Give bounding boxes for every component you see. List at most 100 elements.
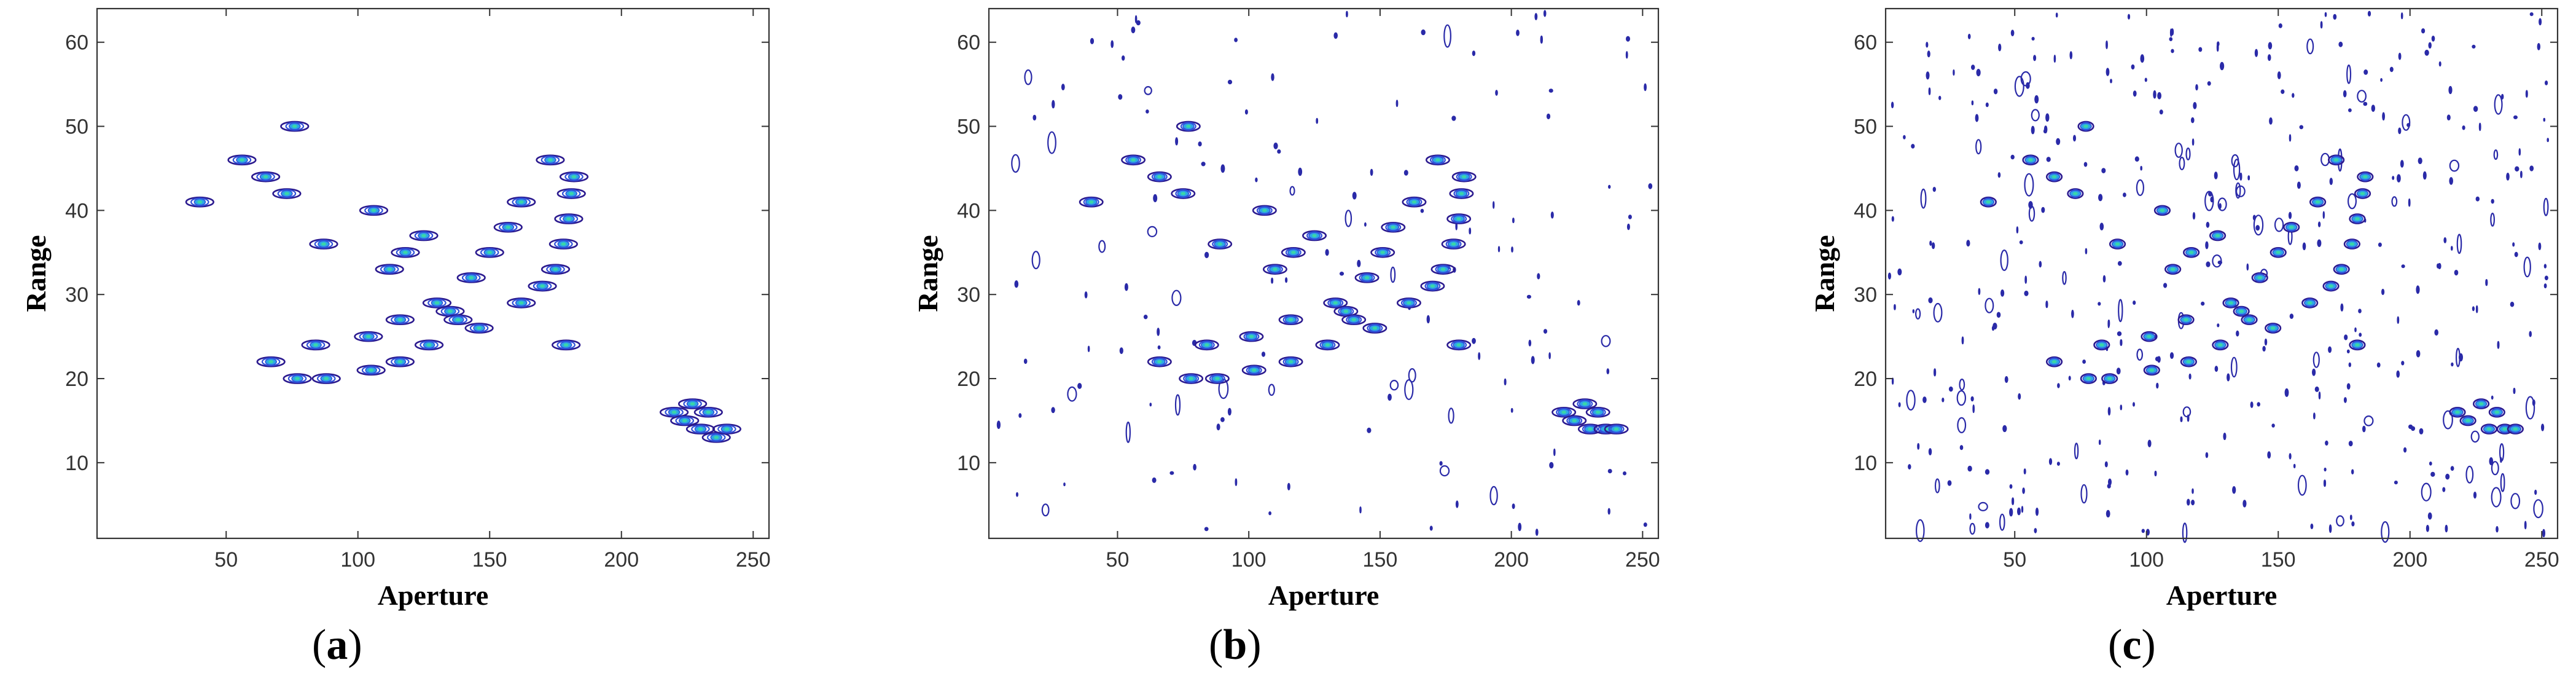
noise-speckle [2491, 199, 2494, 204]
noise-speckle [1333, 32, 1338, 39]
noise-speckle [1497, 246, 1501, 253]
noise-speckle [2380, 78, 2383, 82]
chart-c-svg: 50 100 150 200 250 10 20 30 40 50 60 Aperture Range [1809, 7, 2559, 611]
y-axis-label: Range [1809, 235, 1840, 312]
noise-speckle [1204, 527, 1209, 532]
noise-speckle [2324, 12, 2327, 17]
target-point [1451, 171, 1477, 183]
target-point [552, 339, 581, 351]
noise-speckle [1932, 187, 1936, 192]
noise-speckle [2157, 92, 2161, 100]
noise-speckle [2400, 12, 2403, 20]
noise-speckle [2443, 410, 2453, 430]
x-tick-label: 250 [1625, 548, 1660, 572]
target-point [2101, 373, 2118, 384]
target-point [2357, 171, 2374, 183]
noise-speckle [2428, 42, 2432, 49]
noise-speckle [1024, 69, 1032, 85]
noise-speckle [1077, 383, 1082, 389]
noise-speckle [2513, 387, 2516, 395]
noise-speckle [2543, 264, 2547, 269]
noise-speckle [2491, 395, 2494, 400]
noise-speckle [2340, 303, 2344, 312]
noise-speckle [1090, 37, 1095, 45]
x-tick-label: 100 [340, 548, 375, 572]
noise-speckle [1388, 393, 1392, 401]
noise-speckle [1518, 522, 1522, 532]
noise-speckle [1147, 226, 1158, 237]
noise-speckle [1131, 26, 1136, 34]
noise-speckle [1625, 51, 1628, 59]
target-point [1204, 373, 1230, 384]
target-point [359, 205, 389, 216]
noise-speckle [2324, 467, 2327, 472]
noise-speckle [2363, 101, 2368, 106]
noise-speckle [1985, 102, 1989, 108]
target-point [1278, 314, 1303, 326]
target-point [1239, 331, 1264, 342]
target-point [2022, 154, 2039, 166]
noise-speckle [2125, 469, 2129, 476]
noise-speckle [1511, 246, 1513, 253]
noise-speckle [2274, 218, 2284, 232]
noise-speckle [1051, 407, 1055, 414]
noise-speckle [1969, 513, 1972, 520]
noise-speckle [1014, 280, 1019, 288]
noise-speckle [1999, 513, 2005, 531]
noise-speckle [2236, 185, 2246, 197]
noise-speckle [2485, 279, 2488, 286]
noise-speckle [2179, 157, 2185, 171]
noise-speckle [2083, 162, 2088, 167]
noise-speckle [2419, 428, 2424, 434]
noise-speckle [2223, 433, 2227, 440]
target-point [385, 314, 415, 326]
noise-speckle [2195, 84, 2198, 91]
noise-speckle [1047, 131, 1056, 154]
noise-speckle [1959, 445, 1964, 450]
noise-speckle [1504, 378, 1507, 386]
noise-speckle [1061, 84, 1065, 90]
y-tick-label: 40 [1854, 199, 1877, 222]
noise-speckle [2381, 521, 2390, 543]
y-tick-label: 40 [957, 199, 980, 222]
noise-speckle [2102, 275, 2106, 283]
noise-speckle [2343, 397, 2347, 403]
noise-speckle [2539, 18, 2542, 26]
target-point [409, 230, 439, 242]
noise-speckle [2397, 316, 2400, 324]
noise-speckle [1031, 251, 1040, 270]
noise-speckle [2328, 346, 2332, 353]
noise-speckle [2110, 79, 2112, 84]
noise-speckle [2101, 168, 2106, 174]
noise-speckle [2518, 148, 2521, 156]
noise-speckle [1546, 113, 1551, 120]
noise-speckle [1227, 79, 1233, 85]
noise-speckle [2153, 90, 2156, 99]
target-point [1302, 230, 1327, 242]
noise-speckle [2106, 68, 2110, 76]
noise-speckle [2515, 166, 2519, 172]
noise-speckle [1273, 143, 1278, 149]
target-point [1121, 154, 1146, 166]
noise-speckle [2144, 77, 2147, 82]
noise-speckle [1289, 186, 1295, 196]
noise-speckle [2198, 47, 2203, 52]
noise-speckle [1271, 73, 1274, 81]
noise-speckle [2141, 529, 2145, 533]
noise-speckle [1934, 368, 1937, 377]
noise-speckle [1201, 162, 1206, 167]
target-point [1551, 406, 1577, 418]
noise-speckle [2329, 178, 2333, 186]
noise-speckle [1041, 503, 1050, 517]
target-point [2093, 339, 2110, 351]
noise-speckle [2389, 66, 2394, 73]
target-point [1147, 171, 1172, 183]
noise-speckle [1489, 486, 1498, 506]
noise-speckle [2098, 194, 2103, 202]
noise-speckle [2056, 462, 2060, 466]
noise-speckle [1512, 218, 1515, 224]
noise-speckle [1607, 508, 1610, 515]
noise-speckle [1928, 448, 1932, 455]
target-point [536, 154, 565, 166]
noise-speckle [1287, 482, 1290, 490]
